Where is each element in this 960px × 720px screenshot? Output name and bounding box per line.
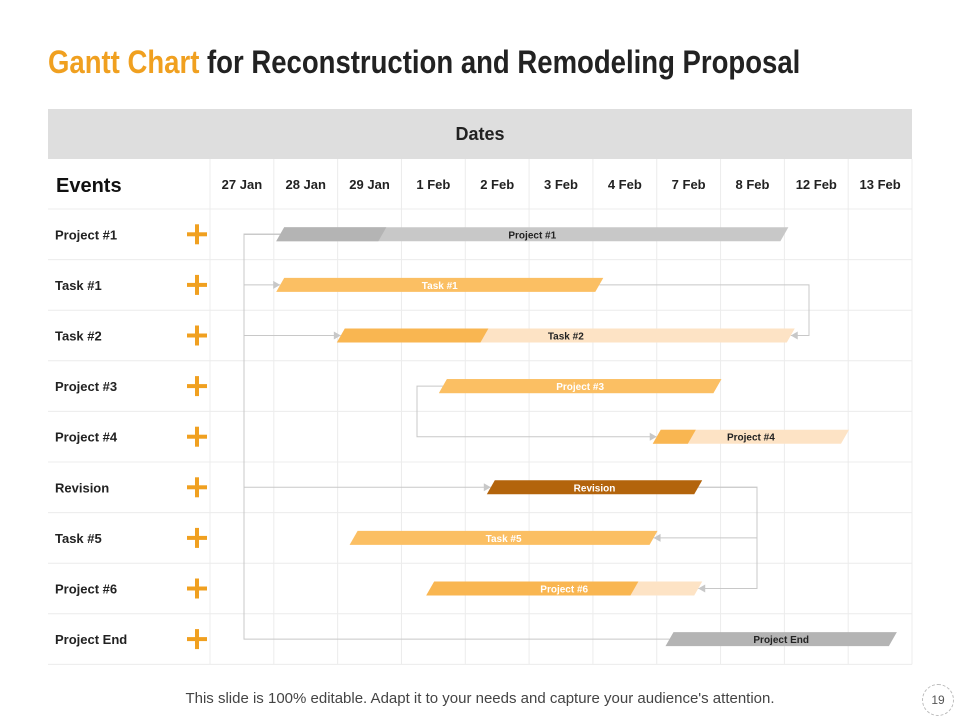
plus-icon-v — [195, 274, 199, 295]
title-accent: Gantt Chart — [48, 44, 200, 80]
footer-text: This slide is 100% editable. Adapt it to… — [185, 690, 775, 707]
gantt-bar-label: Project #4 — [727, 433, 775, 444]
dependency-line — [698, 486, 758, 589]
plus-icon — [187, 629, 207, 650]
dependency-line — [599, 284, 810, 336]
gantt-bar-label: Task #1 — [422, 281, 458, 292]
gantt-bar — [652, 429, 850, 444]
plus-icon-v — [195, 629, 199, 650]
date-label: 28 Jan — [285, 177, 326, 192]
dependency-arrow — [698, 584, 706, 593]
dependency-arrow — [653, 533, 661, 542]
plus-icon — [187, 477, 207, 498]
gantt-bar-progress — [336, 328, 489, 343]
date-label: 29 Jan — [349, 177, 390, 192]
dependency-line — [243, 233, 670, 640]
gantt-bar — [276, 227, 789, 242]
plus-icon — [187, 224, 207, 245]
date-label: 12 Feb — [796, 177, 837, 192]
gantt-bar-progress — [426, 581, 639, 596]
dependency-arrow — [333, 331, 341, 340]
event-label: Task #2 — [55, 329, 102, 344]
title-rest: for Reconstruction and Remodeling Propos… — [207, 44, 801, 80]
gantt-bar — [665, 632, 897, 647]
gantt-bar — [486, 480, 703, 495]
gantt-bar-label: Project #3 — [556, 382, 604, 393]
event-label: Project #6 — [55, 582, 117, 597]
gantt-bar-label: Task #5 — [486, 534, 522, 545]
plus-icon — [187, 325, 207, 346]
date-label: 13 Feb — [860, 177, 901, 192]
plus-icon — [187, 578, 207, 599]
gantt-bar-progress — [652, 429, 696, 444]
plus-icon-v — [195, 578, 199, 599]
gantt-bar — [276, 277, 604, 292]
event-label: Task #5 — [55, 531, 102, 546]
event-label: Project #1 — [55, 227, 117, 242]
gantt-bar-progress — [438, 379, 722, 394]
plus-icon-v — [195, 527, 199, 548]
date-label: 27 Jan — [222, 177, 263, 192]
plus-icon-v — [195, 477, 199, 498]
page-number-label: 19 — [931, 693, 945, 707]
dependency-arrow — [649, 432, 657, 441]
dependency-arrow — [483, 483, 491, 492]
date-label: 7 Feb — [672, 177, 706, 192]
date-label: 1 Feb — [416, 177, 450, 192]
dependency-line — [416, 385, 657, 438]
plus-icon — [187, 527, 207, 548]
gantt-bar-label: Revision — [574, 483, 616, 494]
gantt-bar-label: Project #6 — [540, 585, 588, 596]
dependency-arrow — [273, 280, 281, 289]
dates-header: Dates — [48, 109, 912, 159]
plus-icon — [187, 274, 207, 295]
date-label: 8 Feb — [735, 177, 769, 192]
date-label: 2 Feb — [480, 177, 514, 192]
gantt-bar-label: Task #2 — [548, 332, 584, 343]
gantt-bar-label: Project #1 — [508, 230, 556, 241]
page-title: Gantt Chart for Reconstruction and Remod… — [48, 40, 800, 84]
event-label: Revision — [55, 480, 109, 495]
gantt-bar-progress — [276, 227, 387, 242]
plus-icon — [187, 426, 207, 447]
dependency-arrow — [790, 331, 798, 340]
event-label: Project End — [55, 632, 127, 647]
plus-icon — [187, 376, 207, 397]
gantt-bar-label: Project End — [753, 635, 809, 646]
plus-icon-v — [195, 325, 199, 346]
dates-header-label: Dates — [455, 123, 505, 144]
event-label: Project #3 — [55, 379, 117, 394]
plus-icon-v — [195, 426, 199, 447]
gantt-bar — [349, 530, 658, 545]
plus-icon-v — [195, 376, 199, 397]
event-label: Project #4 — [55, 430, 118, 445]
plus-icon-v — [195, 224, 199, 245]
page-number: 19 — [922, 684, 954, 716]
events-header: Events — [56, 175, 122, 197]
date-label: 3 Feb — [544, 177, 578, 192]
date-label: 4 Feb — [608, 177, 642, 192]
event-label: Task #1 — [55, 278, 102, 293]
